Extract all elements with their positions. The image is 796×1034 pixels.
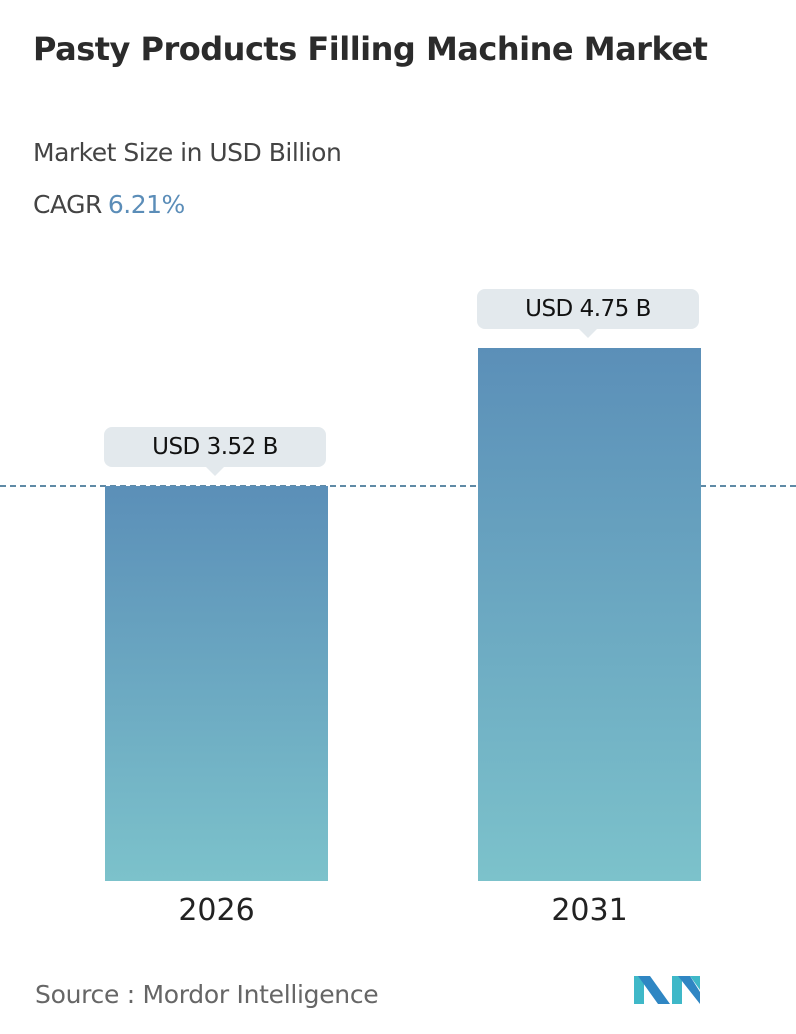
reference-line — [0, 484, 796, 487]
bar-2031 — [478, 347, 701, 881]
source: Source : Mordor Intelligence — [35, 980, 379, 1009]
mordor-intelligence-logo-icon — [634, 976, 700, 1004]
bar-2026 — [105, 485, 328, 881]
x-tick-2031: 2031 — [551, 893, 628, 928]
x-tick-2026: 2026 — [178, 893, 255, 928]
cagr-label: CAGR — [33, 190, 102, 219]
chart-subtitle: Market Size in USD Billion — [33, 138, 342, 167]
cagr-value: 6.21% — [107, 190, 185, 219]
cagr: CAGR 6.21% — [33, 190, 185, 219]
chart-title: Pasty Products Filling Machine Market — [33, 30, 708, 68]
data-label-2026: USD 3.52 B — [104, 426, 326, 476]
source-label: Source : — [35, 980, 135, 1009]
source-value: Mordor Intelligence — [142, 980, 379, 1009]
data-label-2031: USD 4.75 B — [477, 288, 699, 338]
